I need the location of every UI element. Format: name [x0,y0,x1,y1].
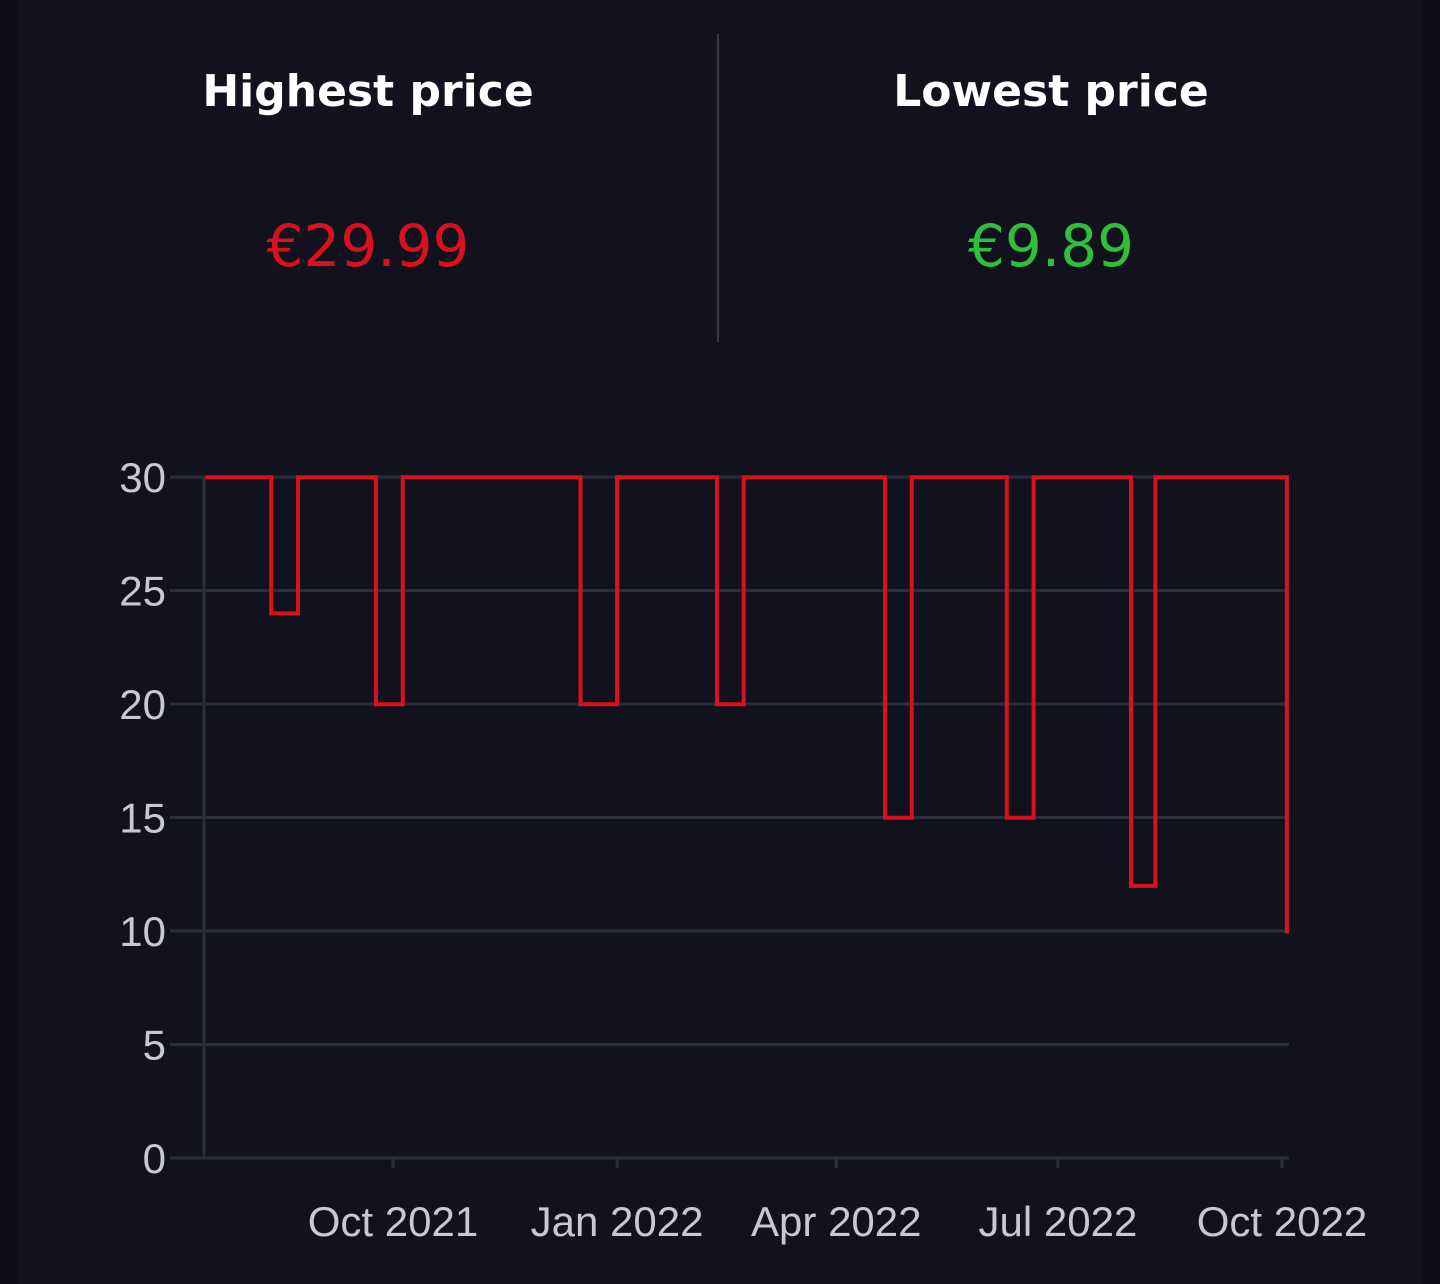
y-tick-label: 25 [119,568,166,615]
lowest-price-stat: Lowest price €9.89 [718,0,1384,340]
x-tick-label: Oct 2021 [308,1198,478,1245]
lowest-price-value: €9.89 [967,212,1135,280]
price-series-line [205,475,1289,934]
y-tick-label: 20 [119,681,166,728]
x-tick-label: Apr 2022 [751,1198,921,1245]
y-tick-label: 0 [143,1135,166,1182]
x-tick-label: Oct 2022 [1197,1198,1367,1245]
highest-price-stat: Highest price €29.99 [18,0,718,340]
divider [717,34,719,342]
lowest-price-label: Lowest price [893,66,1209,117]
y-tick-label: 15 [119,795,166,842]
y-tick-label: 5 [143,1022,166,1069]
highest-price-label: Highest price [202,66,534,117]
highest-price-value: €29.99 [266,212,470,280]
price-history-card: Highest price €29.99 Lowest price €9.89 [18,0,1422,1284]
y-tick-label: 10 [119,908,166,955]
x-tick-label: Jul 2022 [979,1198,1138,1245]
x-tick-label: Jan 2022 [531,1198,704,1245]
y-tick-label: 30 [119,454,166,501]
